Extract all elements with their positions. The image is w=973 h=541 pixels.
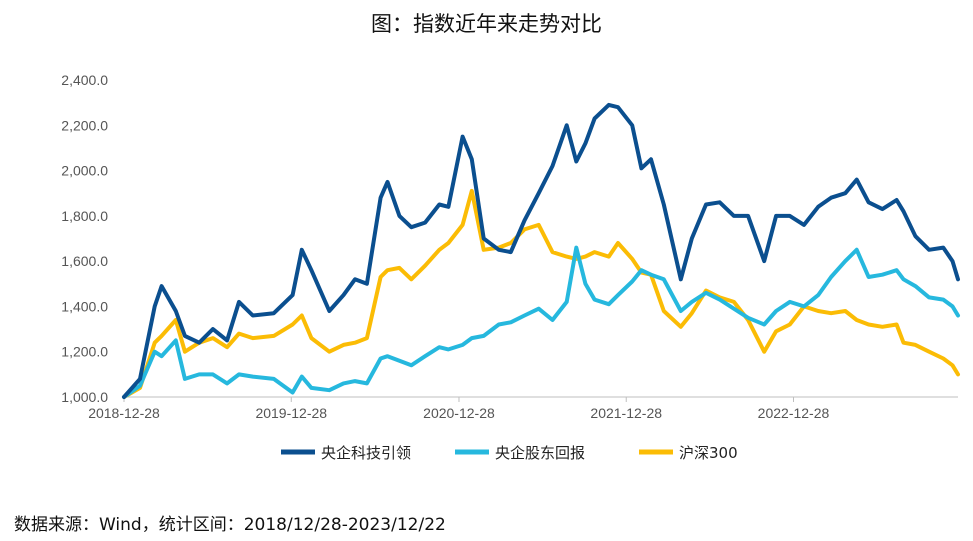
y-tick-label: 1,400.0	[61, 298, 108, 314]
series-line-0	[122, 102, 960, 399]
legend: 央企科技引领 央企股东回报 沪深300	[281, 444, 738, 462]
chart-title: 图：指数近年来走势对比	[371, 12, 602, 36]
x-tick-label: 2019-12-28	[255, 405, 327, 421]
x-tick-label: 2021-12-28	[590, 405, 662, 421]
y-tick-label: 1,800.0	[61, 208, 108, 224]
y-tick-label: 2,000.0	[61, 163, 108, 179]
series-lines	[122, 102, 960, 399]
source-note: 数据来源：Wind，统计区间：2018/12/28-2023/12/22	[14, 515, 446, 535]
x-tick-label: 2020-12-28	[423, 405, 495, 421]
y-tick-label: 1,600.0	[61, 253, 108, 269]
series-line-2	[122, 188, 960, 399]
y-tick-label: 2,400.0	[61, 72, 108, 88]
legend-label-1: 央企股东回报	[495, 444, 585, 462]
y-axis-ticks: 1,000.0 1,200.0 1,400.0 1,600.0 1,800.0 2,000…	[61, 72, 108, 405]
y-tick-label: 1,000.0	[61, 389, 108, 405]
x-axis-ticks: 2018-12-28 2019-12-28 2020-12-28 2021-12-28…	[88, 397, 830, 421]
legend-label-2: 沪深300	[679, 444, 738, 462]
series-line-1	[122, 245, 960, 399]
legend-label-0: 央企科技引领	[321, 444, 411, 462]
x-tick-label: 2018-12-28	[88, 405, 160, 421]
y-tick-label: 2,200.0	[61, 117, 108, 133]
x-tick-label: 2022-12-28	[758, 405, 830, 421]
y-tick-label: 1,200.0	[61, 344, 108, 360]
